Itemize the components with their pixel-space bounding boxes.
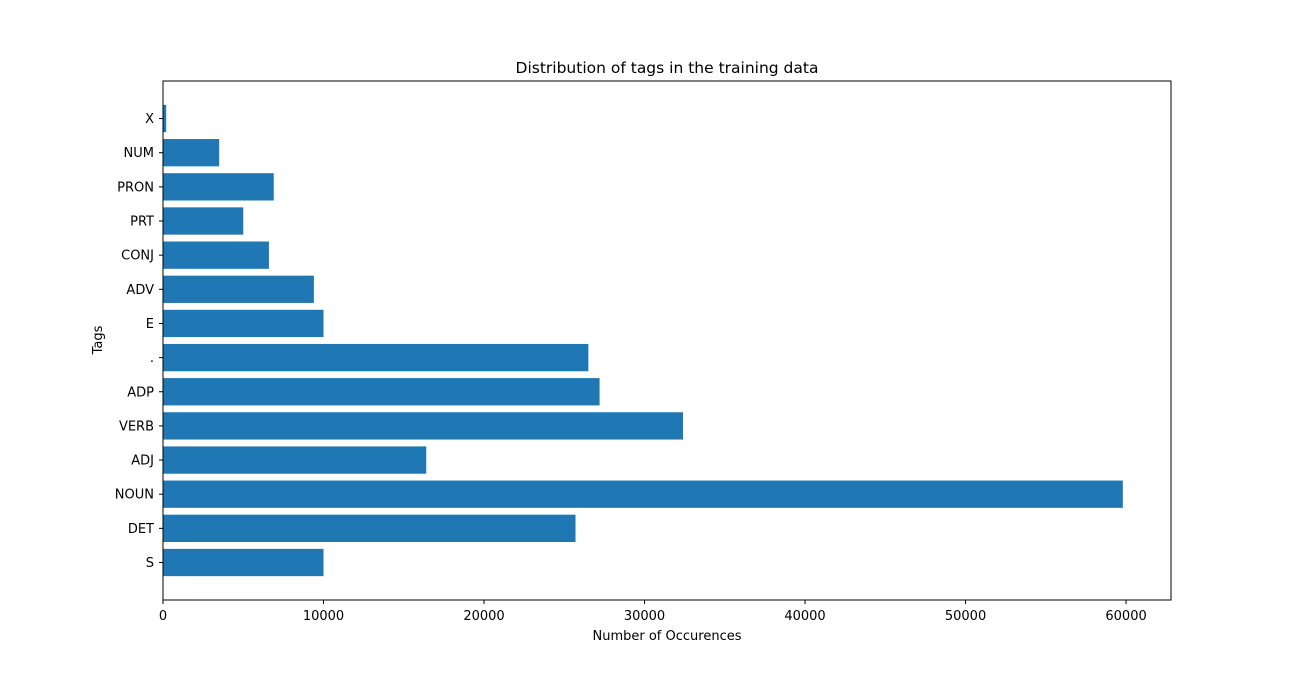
y-axis-ticks: S DET NOUN ADJ VERB ADP. E ADV CONJ PRT PRON NUM X	[115, 112, 163, 571]
bar-prt	[163, 207, 244, 235]
y-tick-label: DET	[128, 522, 154, 537]
y-tick-label: E	[146, 317, 154, 332]
bar-punct	[163, 343, 589, 372]
y-tick-label: NOUN	[115, 488, 154, 503]
x-tick-label: 50000	[945, 609, 986, 624]
y-tick-label: S	[146, 556, 154, 571]
y-tick-label: X	[145, 112, 154, 127]
bar-conj	[163, 241, 269, 269]
bar-noun	[163, 480, 1123, 508]
x-axis-ticks: 0 10000 20000 30000 40000 50000 60000	[159, 600, 1147, 624]
y-tick-label: CONJ	[121, 249, 154, 264]
y-tick-label: ADP	[127, 385, 154, 400]
bar-e	[163, 309, 324, 338]
y-tick-label: ADV	[126, 283, 154, 298]
bars-group	[163, 104, 1123, 577]
x-tick-label: 60000	[1105, 609, 1146, 624]
bar-adv	[163, 275, 314, 303]
x-tick-label: 30000	[624, 609, 665, 624]
y-axis-title: Tags	[91, 325, 106, 355]
y-tick-label: PRON	[117, 180, 154, 195]
y-tick-label: VERB	[119, 419, 154, 434]
x-tick-label: 10000	[303, 609, 344, 624]
bar-x	[163, 104, 167, 133]
bar-s	[163, 548, 324, 577]
x-axis-title: Number of Occurences	[593, 629, 742, 644]
bar-adp	[163, 378, 600, 406]
y-tick-label: PRT	[130, 215, 154, 230]
x-tick-label: 40000	[784, 609, 825, 624]
bar-num	[163, 139, 220, 167]
y-tick-label: NUM	[124, 146, 154, 161]
bar-det	[163, 514, 576, 542]
y-tick-label: ADJ	[131, 454, 154, 469]
bar-verb	[163, 412, 684, 440]
plot-frame	[162, 80, 1172, 601]
x-tick-label: 0	[159, 609, 167, 624]
bar-pron	[163, 173, 274, 201]
y-tick-label: .	[150, 351, 154, 366]
chart-title: Distribution of tags in the training dat…	[516, 59, 819, 77]
x-tick-label: 20000	[463, 609, 504, 624]
bar-adj	[163, 446, 427, 474]
